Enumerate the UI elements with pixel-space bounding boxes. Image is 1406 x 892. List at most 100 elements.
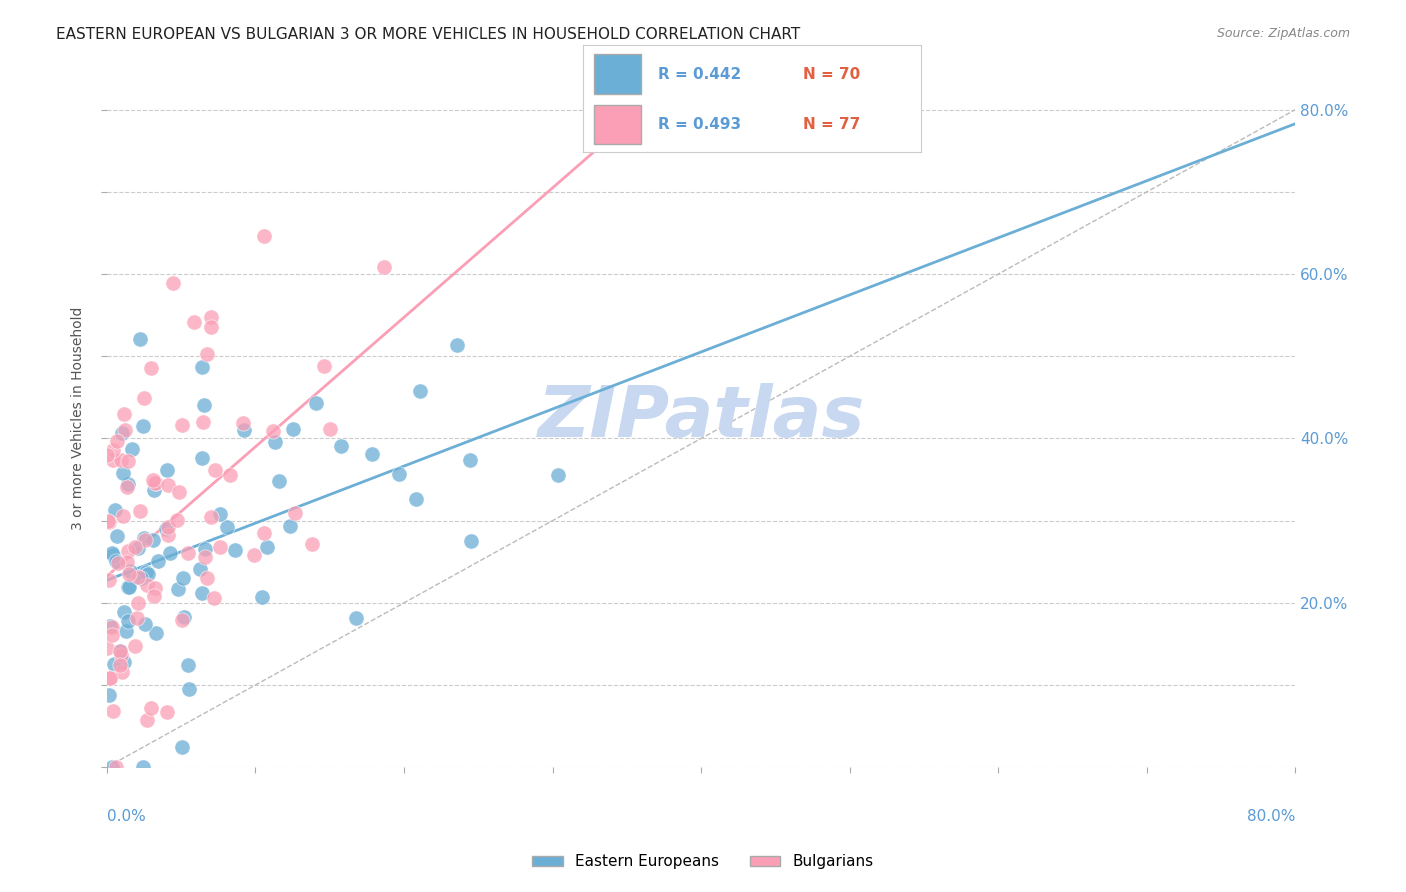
Point [139,361,162,376]
Point [104,503,127,517]
Point [177,546,200,560]
Point [215,520,238,534]
Point [547,467,569,482]
Point [145,625,167,640]
Text: R = 0.442: R = 0.442 [658,67,741,81]
Point [115,624,138,638]
Point [96,640,118,655]
Point [162,277,184,291]
Point [145,475,167,490]
Point [188,562,211,576]
Point [110,643,132,657]
Point [129,571,152,585]
Point [253,229,276,244]
Point [98,671,121,685]
Point [117,556,139,570]
Point [200,310,222,325]
Point [253,525,276,540]
Point [135,713,157,727]
Point [204,463,226,477]
Point [112,407,135,421]
Point [143,589,166,603]
Point [208,507,231,521]
Point [105,760,128,774]
Point [117,453,139,467]
Point [146,554,169,568]
Point [346,611,368,625]
Point [112,605,135,619]
Point [301,536,323,550]
Point [156,463,179,477]
Point [135,565,157,579]
Point [127,570,149,584]
Point [105,554,128,568]
Point [330,439,353,453]
Point [143,476,166,491]
Point [305,395,328,409]
Point [134,531,156,545]
Point [127,596,149,610]
Point [131,419,153,434]
Point [200,320,222,334]
Point [256,540,278,554]
FancyBboxPatch shape [593,54,641,94]
Text: 80.0%: 80.0% [1247,809,1295,824]
Point [191,415,214,429]
Point [191,586,214,600]
Point [202,591,225,605]
Point [409,384,432,398]
Point [117,614,139,628]
Point [142,473,165,487]
Point [446,338,468,352]
Legend: Eastern Europeans, Bulgarians: Eastern Europeans, Bulgarians [526,848,880,875]
Point [114,423,136,437]
Point [105,434,128,448]
Point [127,541,149,555]
Point [172,571,194,585]
Point [156,477,179,491]
Point [132,391,155,405]
Point [405,492,427,507]
Point [100,760,122,774]
Point [284,506,307,520]
Point [100,620,122,634]
Point [361,447,384,461]
Point [111,665,134,680]
Point [219,467,242,482]
Point [117,480,139,494]
Point [101,453,124,467]
Point [460,534,482,549]
Point [97,688,120,702]
Point [224,543,246,558]
Point [262,424,284,438]
Point [264,435,287,450]
Point [118,564,141,578]
Point [166,513,188,527]
Point [143,483,166,497]
Point [373,260,395,275]
Point [159,546,181,560]
Point [134,616,156,631]
Text: R = 0.493: R = 0.493 [658,117,741,132]
Point [100,628,122,642]
Point [193,398,215,412]
Point [118,580,141,594]
Point [232,417,254,431]
Point [117,477,139,491]
Text: Source: ZipAtlas.com: Source: ZipAtlas.com [1216,27,1350,40]
FancyBboxPatch shape [593,104,641,145]
Point [124,639,146,653]
Point [110,452,132,467]
Point [131,760,153,774]
Point [156,520,179,534]
Point [98,515,121,529]
Point [117,543,139,558]
Point [110,644,132,658]
Point [125,610,148,624]
Point [134,533,156,547]
Point [100,619,122,633]
Point [103,657,125,672]
Point [167,582,190,597]
Text: N = 70: N = 70 [803,67,860,81]
Point [101,549,124,563]
